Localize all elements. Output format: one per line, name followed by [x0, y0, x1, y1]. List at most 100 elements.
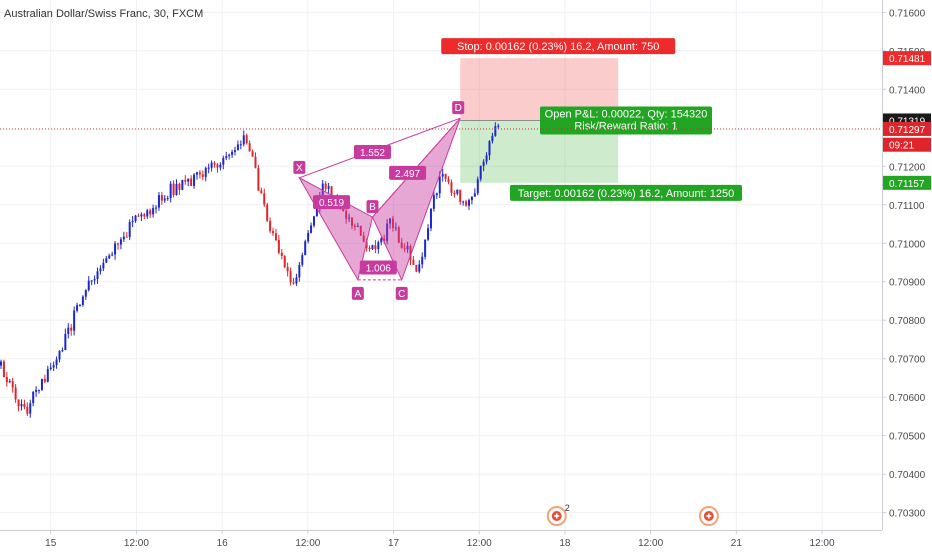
candle: [14, 384, 17, 403]
candle: [29, 399, 32, 418]
candle-body: [307, 232, 310, 242]
candle: [391, 215, 394, 232]
pattern-ratio-badge: [313, 195, 351, 210]
candle-body: [134, 215, 137, 222]
candle: [362, 231, 365, 243]
pattern-triangle-bcd[interactable]: [371, 117, 461, 282]
candle: [304, 239, 307, 256]
candle: [473, 188, 476, 197]
pattern-point-d[interactable]: D: [452, 101, 465, 115]
candle-body: [43, 378, 46, 382]
event-marker[interactable]: [698, 506, 719, 526]
candle: [403, 243, 406, 253]
candle: [17, 399, 20, 412]
pattern-ratio[interactable]: 0.519: [313, 195, 351, 210]
pnl-label[interactable]: Open P&L: 0.00022, Qty: 154320Risk/Rewar…: [540, 106, 712, 135]
candle: [274, 228, 277, 242]
stop-label[interactable]: Stop: 0.00162 (0.23%) 16.2, Amount: 750: [441, 38, 676, 55]
candle: [195, 171, 198, 180]
candle-body: [473, 193, 476, 197]
pattern-ratio[interactable]: 1.552: [353, 145, 391, 160]
candle-body: [128, 221, 131, 237]
candle: [353, 223, 356, 231]
candle-body: [362, 235, 365, 242]
pattern-ratio-label: 0.519: [319, 198, 344, 209]
pattern-ratio[interactable]: 2.497: [389, 165, 427, 180]
pattern-point-b[interactable]: B: [366, 200, 379, 214]
candle-body: [160, 195, 163, 201]
candle: [351, 217, 353, 230]
y-tick-label: 0.70900: [889, 278, 926, 289]
candle-body: [254, 156, 257, 168]
pattern-point-x[interactable]: X: [293, 160, 306, 174]
candle-body: [76, 305, 79, 311]
pattern-ratio[interactable]: 1.006: [359, 260, 397, 275]
candle: [286, 262, 289, 277]
candle: [90, 280, 93, 286]
candle-body: [195, 172, 198, 175]
candle: [485, 152, 488, 165]
pattern-point-a[interactable]: A: [351, 286, 364, 300]
candle: [166, 195, 169, 201]
candle-body: [380, 238, 383, 243]
candle: [260, 187, 263, 194]
x-tick-label: 12:00: [638, 538, 663, 549]
candle: [427, 224, 430, 242]
pattern-ratio-badge: [389, 165, 427, 180]
candle: [93, 275, 96, 285]
candle: [96, 267, 99, 284]
candle-body: [49, 367, 52, 370]
pnl-label-text: Open P&L: 0.00022, Qty: 154320: [545, 108, 708, 120]
candle: [81, 295, 84, 307]
candle-body: [383, 238, 386, 241]
candle: [348, 213, 351, 223]
candle-body: [353, 225, 356, 227]
y-tick-label: 0.70700: [889, 355, 926, 366]
candle-body: [26, 406, 29, 414]
candle: [371, 244, 374, 251]
candle-body: [2, 361, 5, 378]
candle: [117, 242, 119, 250]
candle-body: [190, 178, 193, 187]
candle-body: [456, 189, 459, 194]
candle-body: [187, 178, 190, 182]
candle: [134, 214, 137, 223]
candle-body: [117, 243, 119, 245]
events[interactable]: 2: [546, 503, 719, 526]
pattern-point-c[interactable]: C: [395, 286, 408, 300]
candle-body: [424, 239, 427, 257]
x-tick-label: 18: [559, 538, 571, 549]
candle: [172, 180, 175, 198]
target-label[interactable]: Target: 0.00162 (0.23%) 16.2, Amount: 12…: [510, 184, 742, 201]
candle-body: [374, 245, 377, 250]
candle: [49, 362, 52, 371]
candle-body: [228, 154, 231, 157]
candle-body: [242, 135, 245, 145]
candle-body: [55, 359, 58, 366]
candle-body: [280, 252, 283, 256]
candle-body: [166, 198, 169, 200]
candle-body: [488, 141, 491, 156]
pattern-ratio-label: 2.497: [395, 169, 420, 180]
candle-body: [140, 214, 143, 217]
candle-body: [312, 216, 315, 226]
candle-body: [327, 186, 330, 189]
candle-body: [359, 225, 362, 236]
candle: [459, 189, 462, 205]
candle: [406, 241, 409, 253]
candle: [187, 178, 190, 187]
chart-title: Australian Dollar/Swiss Franc, 30, FXCM: [4, 8, 203, 20]
candle: [324, 181, 327, 192]
xabcd-pattern[interactable]: X A B C D 0.519 1.552 2.497 1.006 Open P&L: 0.000…: [293, 101, 742, 300]
candle: [444, 173, 447, 182]
long-position-tool[interactable]: Stop: 0.00162 (0.23%) 16.2, Amount: 750: [441, 38, 676, 183]
candle: [152, 204, 155, 218]
candle: [359, 225, 362, 237]
event-marker[interactable]: 2: [546, 503, 570, 526]
candle-body: [131, 221, 134, 223]
rr-label-text: Risk/Reward Ratio: 1: [574, 120, 677, 132]
candle: [143, 213, 146, 220]
candle: [213, 161, 216, 168]
